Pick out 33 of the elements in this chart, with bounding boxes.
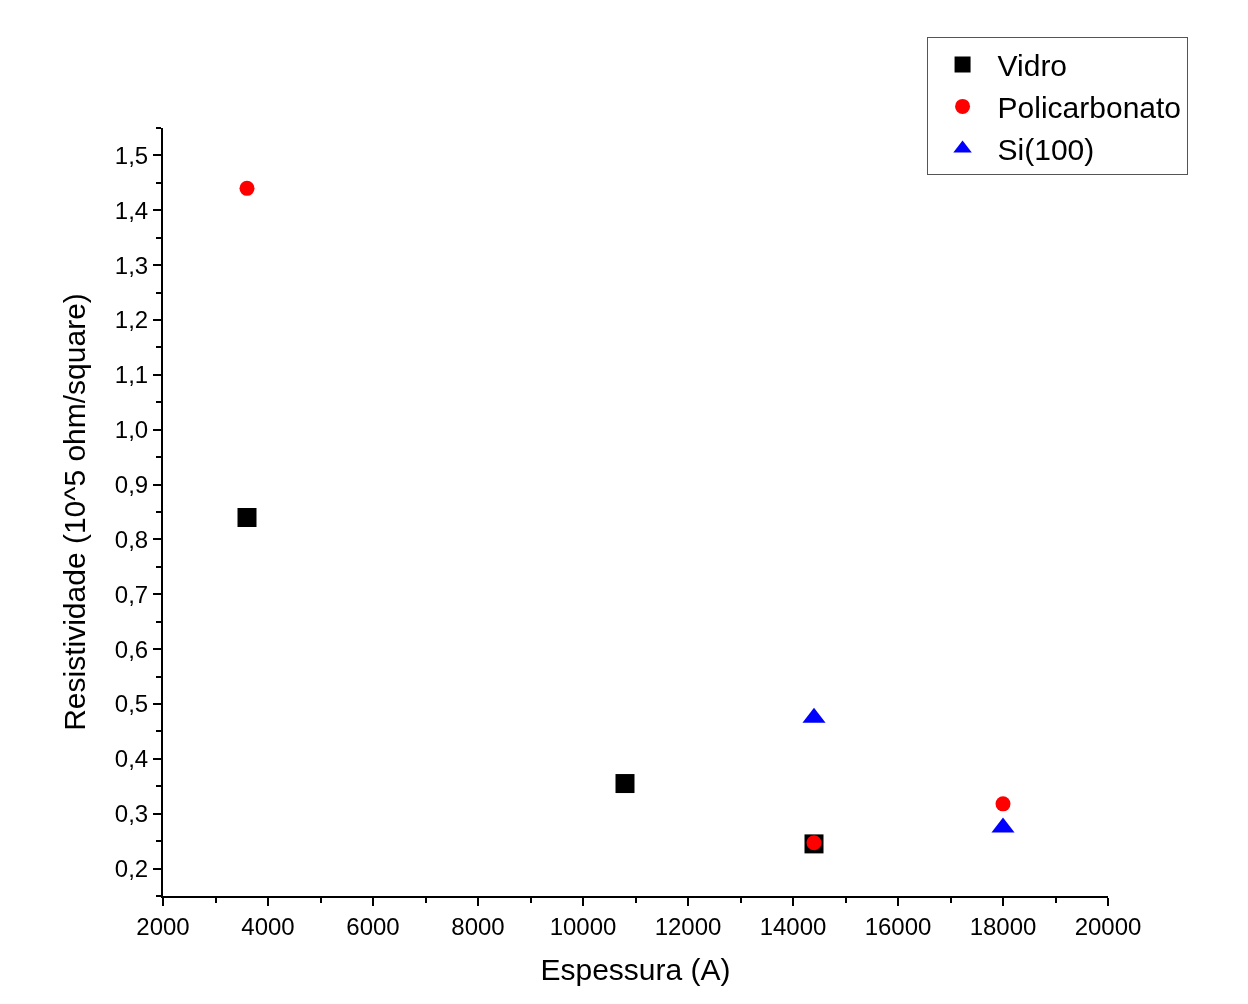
point <box>239 180 255 196</box>
x-tick-label: 2000 <box>136 912 190 940</box>
x-tick-label: 10000 <box>549 912 617 940</box>
x-tick-label: 6000 <box>346 912 400 940</box>
legend-label: Policarbonato <box>997 91 1182 125</box>
x-tick-label: 8000 <box>451 912 505 940</box>
legend-label: Si(100) <box>997 133 1095 167</box>
y-tick-label: 1,2 <box>114 306 149 334</box>
y-tick-label: 1,4 <box>114 196 149 224</box>
y-tick-label: 0,9 <box>114 470 149 498</box>
x-tick-label: 12000 <box>654 912 722 940</box>
x-tick-label: 18000 <box>969 912 1037 940</box>
y-tick-label: 1,5 <box>114 141 149 169</box>
y-tick-label: 0,6 <box>114 635 149 663</box>
x-tick-label: 4000 <box>241 912 295 940</box>
y-tick-label: 0,8 <box>114 525 149 553</box>
y-tick-label: 0,7 <box>114 580 149 608</box>
legend-label: Vidro <box>997 49 1068 83</box>
point <box>995 796 1011 812</box>
y-tick-label: 0,5 <box>114 690 149 718</box>
y-axis-title: Resistividade (10^5 ohm/square) <box>58 293 92 731</box>
y-tick-label: 0,2 <box>114 854 149 882</box>
point <box>237 507 257 527</box>
y-tick-label: 0,3 <box>114 800 149 828</box>
y-tick-label: 1,0 <box>114 416 149 444</box>
x-axis-title: Espessura (A) <box>540 952 731 986</box>
y-tick-label: 1,3 <box>114 251 149 279</box>
y-tick-label: 1,1 <box>114 361 149 389</box>
y-tick-label: 0,4 <box>114 745 149 773</box>
x-tick-label: 16000 <box>864 912 932 940</box>
x-tick-label: 14000 <box>759 912 827 940</box>
point <box>615 774 635 794</box>
x-tick-label: 20000 <box>1074 912 1142 940</box>
